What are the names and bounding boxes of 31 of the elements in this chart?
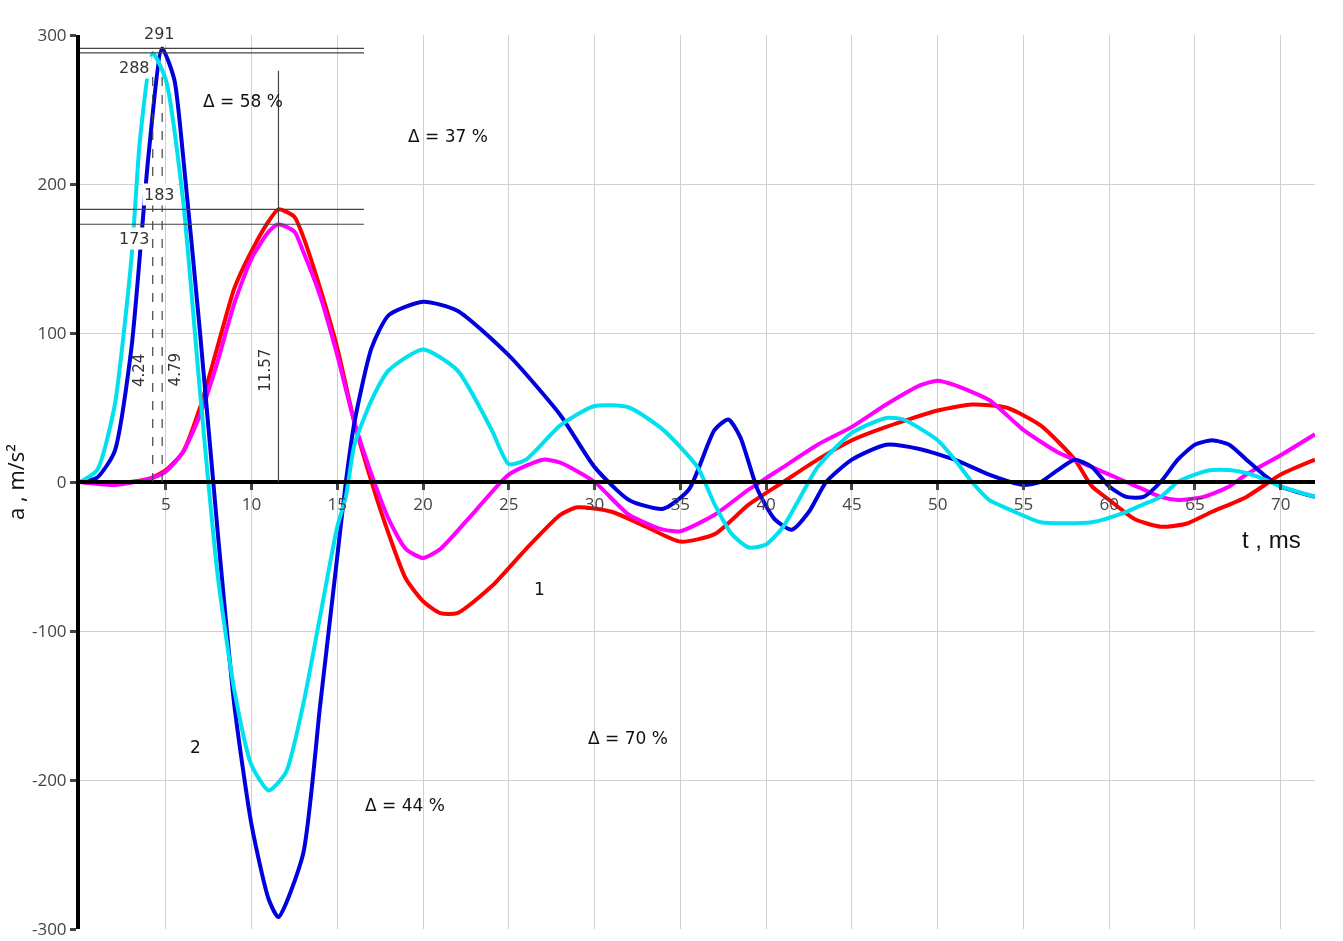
- x-tick-label: 70: [1270, 492, 1291, 516]
- x-tick-label: 65: [1185, 492, 1205, 516]
- x-tick-label: 50: [927, 492, 948, 516]
- x-tick-label: 5: [160, 492, 171, 516]
- y-tick-label: 0: [56, 469, 67, 493]
- annotation: Δ = 37 %: [408, 126, 488, 146]
- annotation: 1: [534, 579, 545, 599]
- x-tick-label: 10: [241, 492, 262, 516]
- y-tick-label: 200: [37, 171, 67, 195]
- ref-line-label: 173: [119, 229, 150, 248]
- x-axis-title: t , ms: [1242, 526, 1301, 553]
- x-tick-label: 45: [842, 492, 862, 516]
- y-tick-label: -200: [31, 767, 67, 791]
- y-tick-label: -300: [31, 916, 67, 940]
- ref-line-label: 183: [144, 185, 175, 204]
- ref-line-label: 4.24: [130, 353, 149, 387]
- x-tick-label: 25: [499, 492, 519, 516]
- ref-line-label: 11.57: [256, 348, 275, 392]
- y-tick-label: 100: [37, 320, 67, 344]
- annotation: Δ = 70 %: [588, 728, 668, 748]
- x-tick-label: 35: [670, 492, 691, 516]
- annotation: Δ = 44 %: [365, 795, 445, 815]
- y-axis-title: a , m/s²: [0, 444, 30, 520]
- ref-line-label: 291: [144, 24, 175, 43]
- x-tick-label: 55: [1013, 492, 1034, 516]
- x-tick-label: 20: [413, 492, 433, 516]
- ref-line-label: 288: [119, 58, 150, 77]
- y-tick-label: 300: [37, 22, 67, 46]
- y-tick-label: -100: [31, 618, 67, 642]
- annotation: 2: [190, 737, 201, 757]
- ref-line-label: 4.79: [165, 353, 184, 387]
